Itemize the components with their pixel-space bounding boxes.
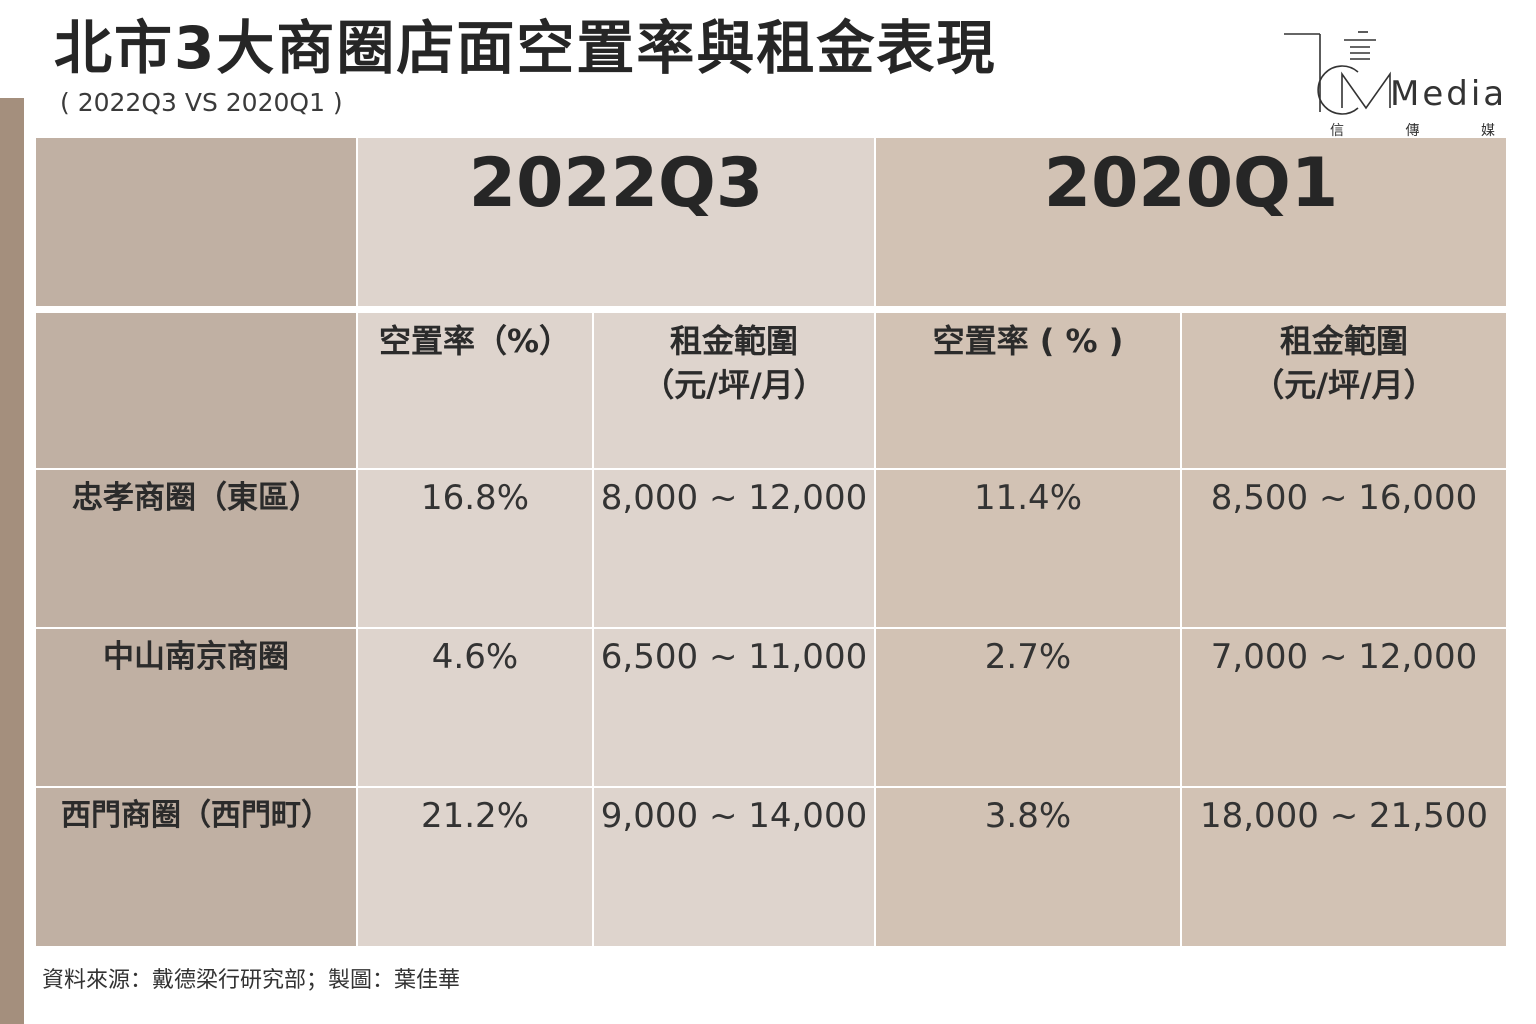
column-header-line: 空置率 ( % ): [932, 322, 1124, 360]
logo-subtitle: 信 傳 媒: [1330, 120, 1495, 140]
row-label-header-cell: [36, 313, 356, 468]
row-label-zhongshan-nanjing: 中山南京商圈: [36, 629, 356, 786]
table-cell: 16.8%: [358, 470, 592, 627]
logo-sub-char: 信: [1330, 123, 1344, 139]
table-cell: 11.4%: [876, 470, 1180, 627]
column-header-line: （元/坪/月）: [642, 366, 826, 404]
table-cell: 18,000 ~ 21,500: [1182, 788, 1506, 946]
column-header-line: （元/坪/月）: [1252, 366, 1436, 404]
logo-mark-icon: [1284, 31, 1391, 115]
column-header-rent-2020q1: 租金範圍 （元/坪/月）: [1182, 313, 1506, 468]
page-title: 北市3大商圈店面空置率與租金表現: [54, 14, 997, 82]
logo-sub-char: 媒: [1481, 123, 1495, 139]
column-header-vacancy-2022q3: 空置率（%）: [358, 313, 592, 468]
table-cell: 6,500 ~ 11,000: [594, 629, 874, 786]
media-logo: Media 信 傳 媒: [1280, 28, 1504, 140]
period-header-2020q1: 2020Q1: [876, 138, 1506, 306]
logo-wordmark: Media: [1390, 74, 1508, 114]
table-cell: 21.2%: [358, 788, 592, 946]
table-cell: 2.7%: [876, 629, 1180, 786]
data-table: 2022Q3 2020Q1 空置率（%） 租金範圍 （元/坪/月） 空置率 ( …: [36, 138, 1506, 946]
table-cell: 4.6%: [358, 629, 592, 786]
column-header-rent-2022q3: 租金範圍 （元/坪/月）: [594, 313, 874, 468]
corner-cell: [36, 138, 356, 306]
table-cell: 8,500 ~ 16,000: [1182, 470, 1506, 627]
column-header-vacancy-2020q1: 空置率 ( % ): [876, 313, 1180, 468]
row-label-ximen: 西門商圈（西門町）: [36, 788, 356, 946]
column-header-line: 空置率（%）: [378, 322, 572, 360]
table-cell: 8,000 ~ 12,000: [594, 470, 874, 627]
left-accent-bar: [0, 98, 24, 1024]
table-cell: 7,000 ~ 12,000: [1182, 629, 1506, 786]
table-cell: 3.8%: [876, 788, 1180, 946]
page-subtitle: ( 2022Q3 VS 2020Q1 ): [60, 88, 343, 117]
source-note: 資料來源：戴德梁行研究部；製圖：葉佳華: [42, 968, 461, 993]
column-header-line: 租金範圍: [1279, 322, 1408, 360]
column-header-line: 租金範圍: [669, 322, 798, 360]
logo-sub-char: 傳: [1405, 123, 1420, 139]
period-header-2022q3: 2022Q3: [358, 138, 874, 306]
row-label-zhongxiao: 忠孝商圈（東區）: [36, 470, 356, 627]
table-cell: 9,000 ~ 14,000: [594, 788, 874, 946]
